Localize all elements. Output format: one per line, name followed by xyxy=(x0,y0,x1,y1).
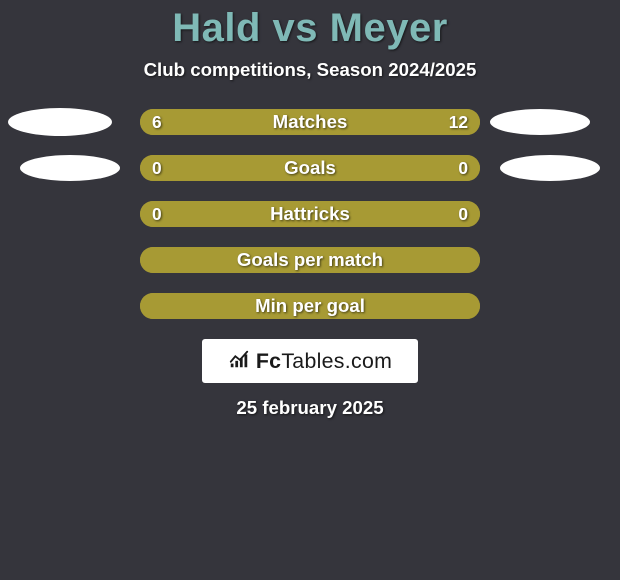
logo-chart-icon xyxy=(228,348,250,375)
bar-segment-left xyxy=(140,201,480,227)
comparison-row: Min per goal xyxy=(0,293,620,319)
page-title: Hald vs Meyer xyxy=(0,0,620,51)
player-marker-left xyxy=(20,155,120,181)
bar-track xyxy=(140,293,480,319)
bar-segment-right xyxy=(242,109,480,135)
logo-text-main: Tables xyxy=(281,349,344,373)
player-marker-right xyxy=(500,155,600,181)
bar-segment-left xyxy=(140,155,480,181)
logo-text: FcTables.com xyxy=(256,349,392,374)
logo-text-prefix: Fc xyxy=(256,349,282,373)
bar-track xyxy=(140,201,480,227)
comparison-row: Goals per match xyxy=(0,247,620,273)
bar-track xyxy=(140,247,480,273)
snapshot-date: 25 february 2025 xyxy=(0,397,620,419)
logo-text-suffix: .com xyxy=(345,349,392,373)
page-subtitle: Club competitions, Season 2024/2025 xyxy=(0,59,620,81)
bar-segment-left xyxy=(140,109,242,135)
infographic-canvas: Hald vs Meyer Club competitions, Season … xyxy=(0,0,620,580)
player-marker-right xyxy=(490,109,590,135)
bar-segment-left xyxy=(140,293,480,319)
comparison-bars: Matches612Goals00Hattricks00Goals per ma… xyxy=(0,109,620,319)
fctables-logo: FcTables.com xyxy=(202,339,418,383)
player-marker-left xyxy=(8,108,112,136)
comparison-row: Hattricks00 xyxy=(0,201,620,227)
bar-segment-left xyxy=(140,247,480,273)
bar-track xyxy=(140,155,480,181)
bar-track xyxy=(140,109,480,135)
